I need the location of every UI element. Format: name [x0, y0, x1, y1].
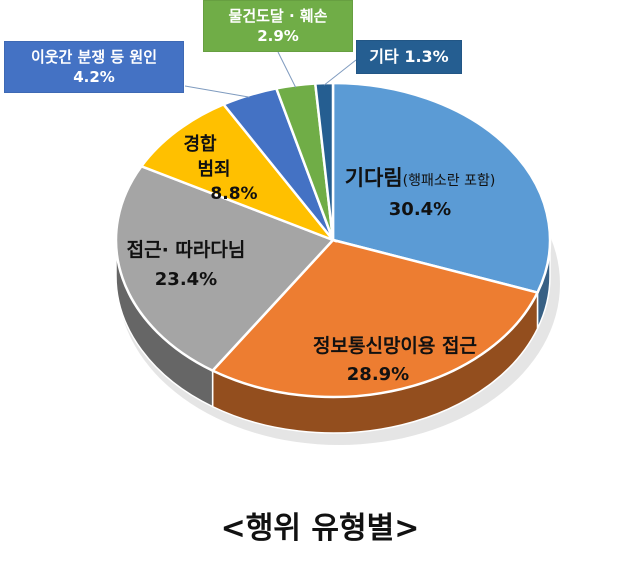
slice-label-3b: 범죄 [197, 159, 230, 180]
slice-value-0: 30.4% [389, 199, 451, 220]
slice-value-1: 28.9% [347, 364, 409, 385]
callout-property-value: 2.9% [257, 27, 299, 45]
slice-value-3: 8.8% [210, 184, 257, 204]
leader-line-4 [184, 85, 250, 98]
slice-value-2: 23.4% [155, 269, 217, 290]
slice-label-1: 정보통신망이용 접근 [313, 335, 477, 357]
leader-line-5 [277, 51, 297, 88]
pie-slice-6 [313, 81, 335, 241]
slice-label-3a: 경합 [183, 133, 217, 155]
callout-dispute: 이웃간 분쟁 등 원인 4.2% [4, 41, 184, 93]
callout-property-label: 물건도달 · 훼손 [228, 7, 328, 25]
leader-line-6 [323, 59, 357, 86]
pie-top [114, 81, 552, 399]
callout-dispute-label: 이웃간 분쟁 등 원인 [30, 48, 158, 66]
callout-property: 물건도달 · 훼손 2.9% [203, 0, 353, 52]
pie-slice-2 [114, 164, 336, 373]
chart-title: <행위 유형별> [220, 511, 420, 546]
slice-label-2: 접근· 따라다님 [127, 239, 246, 261]
pie-slice-1 [210, 238, 540, 399]
slice-label-0: 기다림(행패소란 포함) [345, 166, 496, 190]
callout-other-label: 기타 [369, 47, 399, 66]
pie-slice-0 [331, 81, 552, 295]
callout-dispute-value: 4.2% [73, 68, 115, 86]
callout-other: 기타 1.3% [356, 40, 462, 74]
pie-slice-3 [139, 102, 337, 243]
pie-chart: 기다림(행패소란 포함) 30.4% 정보통신망이용 접근 28.9% 접근· 따라다님… [114, 51, 560, 445]
callout-other-value: 1.3% [404, 47, 449, 66]
